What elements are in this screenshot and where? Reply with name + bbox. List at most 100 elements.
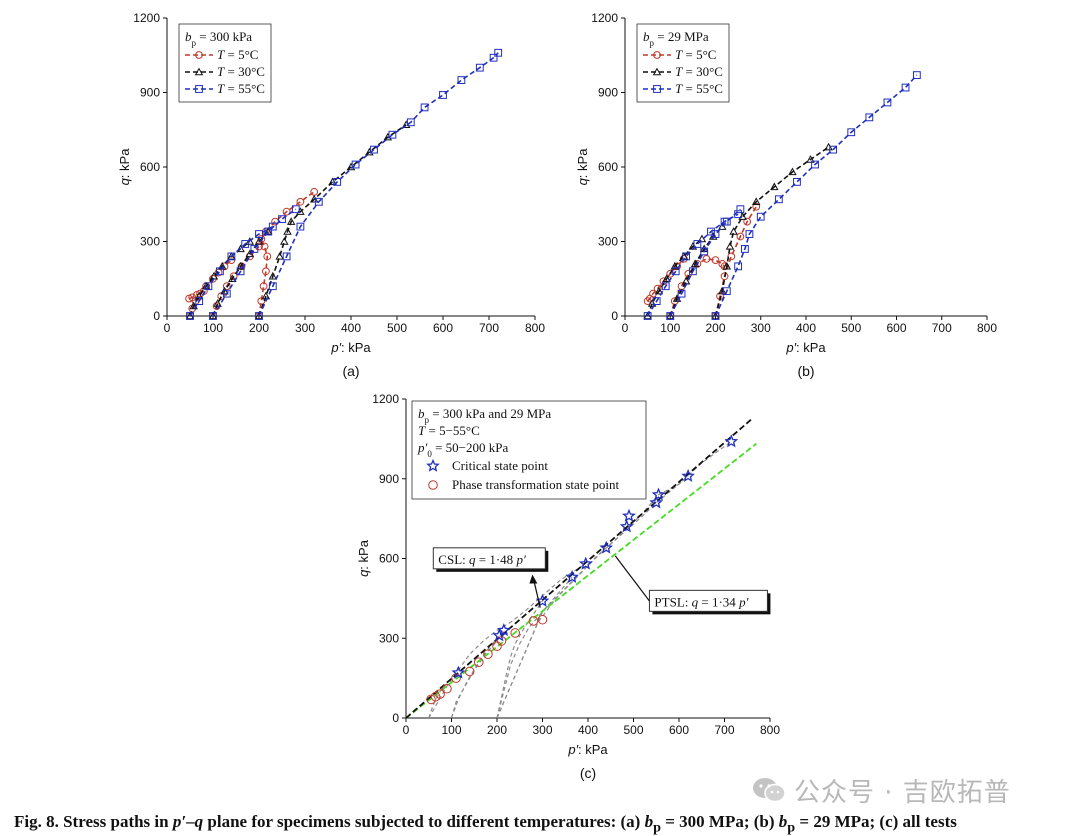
x-tick-label: 500 [387, 321, 407, 335]
x-tick-label: 700 [714, 723, 734, 737]
legend-entry: Phase transformation state point [452, 477, 620, 492]
data-point [229, 272, 238, 281]
data-point [406, 118, 415, 127]
data-point [729, 227, 738, 235]
x-tick-label: 0 [622, 321, 629, 335]
data-point [727, 252, 736, 261]
y-tick-label: 600 [140, 160, 160, 174]
legend-marker [653, 85, 661, 93]
stress-path [714, 206, 757, 317]
legend-entry: T = 5°C [217, 47, 258, 62]
data-point [280, 237, 289, 245]
data-point [662, 274, 671, 282]
x-tick-label: 300 [532, 723, 552, 737]
data-point [260, 242, 269, 251]
data-point [228, 274, 237, 282]
data-point [241, 240, 250, 248]
phase-transformation-point [435, 689, 445, 699]
data-point [388, 130, 397, 139]
critical-state-point [622, 508, 636, 522]
x-axis-label: p′: kPa [330, 340, 371, 355]
data-point [185, 311, 195, 320]
legend-title: bp = 300 kPa [185, 29, 252, 48]
data-point [711, 256, 720, 265]
data-point [702, 254, 711, 263]
data-point [286, 217, 296, 225]
data-point [693, 240, 702, 248]
data-point [209, 312, 217, 320]
data-point [824, 142, 833, 151]
y-axis-label: q: kPa [575, 148, 590, 186]
data-point [278, 215, 286, 224]
data-point [847, 128, 856, 137]
x-tick-label: 400 [578, 723, 598, 737]
phase-transformation-point [528, 616, 539, 626]
data-point [268, 282, 277, 291]
x-tick-label: 600 [669, 723, 689, 737]
legend-marker [195, 51, 203, 59]
stress-path [258, 124, 407, 317]
data-point [262, 267, 270, 276]
legend-box [411, 400, 647, 500]
data-point [722, 261, 732, 270]
x-axis-label: p′: kPa [785, 340, 826, 355]
ptsl-label: PTSL: q = 1·34 p′ [654, 594, 748, 609]
legend-line-text: bp = 300 kPa and 29 MPa [418, 406, 551, 425]
data-point [901, 83, 910, 92]
y-tick-label: 0 [153, 309, 160, 323]
x-tick-label: 300 [295, 321, 315, 335]
data-point [647, 299, 657, 307]
panel-label: (a) [342, 363, 359, 379]
data-point [328, 177, 337, 186]
data-point [652, 297, 661, 306]
data-point [216, 267, 224, 276]
stress-path [428, 563, 587, 719]
data-point [186, 312, 194, 320]
data-point [282, 207, 291, 216]
x-tick-label: 300 [751, 321, 771, 335]
stress-path [714, 74, 918, 317]
legend-marker [428, 480, 438, 490]
data-point [439, 91, 447, 99]
data-point [741, 245, 749, 253]
data-point [745, 230, 754, 238]
legend-marker [653, 51, 661, 59]
data-point [738, 212, 747, 220]
legend-title: bp = 29 MPa [643, 29, 709, 48]
y-tick-label: 300 [379, 631, 399, 645]
data-point [693, 259, 702, 268]
x-tick-label: 800 [760, 723, 780, 737]
critical-state-point [496, 623, 511, 637]
data-point [213, 299, 222, 307]
data-point [788, 167, 797, 176]
data-point [195, 297, 204, 306]
legend-entry: T = 30°C [675, 64, 723, 79]
data-point [494, 48, 503, 57]
x-tick-label: 100 [203, 321, 223, 335]
y-tick-label: 600 [598, 160, 618, 174]
data-point [275, 251, 284, 260]
y-tick-label: 1200 [591, 11, 618, 25]
data-point [722, 217, 731, 226]
legend-line-text: p′0 = 50−200 kPa [417, 440, 508, 459]
data-point [309, 194, 319, 203]
data-point [259, 282, 268, 291]
data-point [670, 261, 680, 270]
data-point [310, 187, 319, 196]
data-point [720, 272, 729, 281]
watermark-text: 公众号 · 吉欧拓普 [794, 778, 1011, 808]
data-point [711, 311, 720, 320]
csl-label: CSL: q = 1·48 p′ [438, 552, 526, 567]
x-tick-label: 0 [164, 321, 171, 335]
critical-state-point [724, 434, 739, 448]
y-tick-label: 900 [140, 86, 160, 100]
phase-transformation-point [474, 657, 484, 667]
phase-transformation-point [426, 694, 436, 705]
stress-path [258, 52, 499, 317]
stress-path [212, 208, 297, 317]
y-tick-label: 1200 [372, 392, 399, 406]
critical-state-point [599, 540, 614, 554]
data-point [718, 286, 727, 295]
series-square [186, 48, 503, 320]
data-point [643, 311, 652, 320]
